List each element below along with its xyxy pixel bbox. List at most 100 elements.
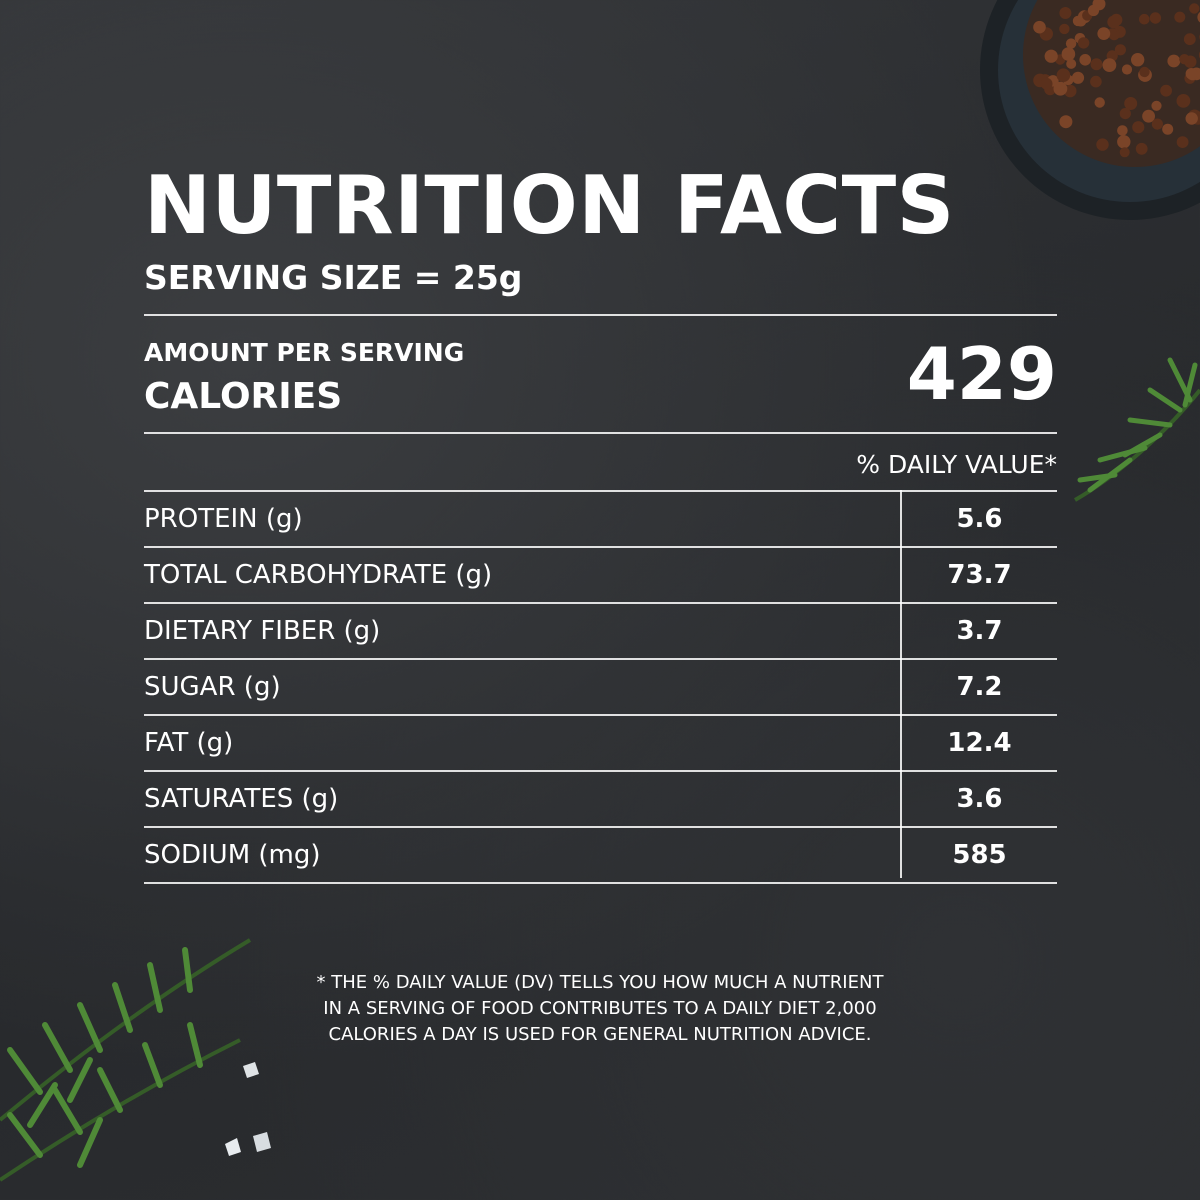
nutrient-value: 12.4 <box>947 728 1012 758</box>
peppercorn <box>1039 27 1053 41</box>
nutrient-value: 585 <box>952 840 1007 870</box>
calories-value: 429 <box>906 332 1057 416</box>
peppercorn <box>1190 67 1200 81</box>
nutrient-value: 3.6 <box>956 784 1003 814</box>
nutrient-row: PROTEIN (g) 5.6 <box>144 490 1057 546</box>
peppercorn <box>1092 0 1106 11</box>
peppercorn <box>1139 66 1150 78</box>
peppercorn <box>1056 68 1071 82</box>
peppercorn <box>1184 55 1197 68</box>
peppercorn <box>1107 15 1121 29</box>
peppercorn <box>1187 109 1200 123</box>
peppercorn <box>1079 54 1091 66</box>
peppercorn <box>1179 54 1190 65</box>
peppercorn <box>1059 7 1072 19</box>
peppercorn <box>1139 13 1150 25</box>
peppercorn <box>1074 33 1086 44</box>
peppercorn <box>1149 12 1162 24</box>
peppercorn <box>1132 121 1145 134</box>
peppercorn <box>1061 47 1076 61</box>
peppercorn <box>1117 125 1128 136</box>
nutrient-row: SATURATES (g) 3.6 <box>144 770 1057 826</box>
nutrient-row: TOTAL CARBOHYDRATE (g) 73.7 <box>144 546 1057 602</box>
footnote: * THE % DAILY VALUE (DV) TELLS YOU HOW M… <box>250 970 950 1048</box>
peppercorn <box>1135 142 1148 155</box>
nutrient-table: PROTEIN (g) 5.6 TOTAL CARBOHYDRATE (g) 7… <box>144 490 1057 884</box>
peppercorn <box>1114 44 1126 56</box>
peppercorn <box>1096 138 1109 151</box>
peppercorn <box>1185 68 1197 80</box>
nutrient-label: PROTEIN (g) <box>144 504 303 534</box>
peppercorn <box>1176 136 1189 149</box>
nutrient-row: FAT (g) 12.4 <box>144 714 1057 770</box>
nutrient-value: 5.6 <box>956 504 1003 534</box>
peppercorn <box>1063 84 1077 98</box>
peppercorn <box>1044 49 1058 63</box>
peppercorn <box>1108 28 1120 41</box>
peppercorn <box>1151 118 1163 130</box>
peppercorn <box>1094 97 1105 108</box>
peppercorn <box>1097 27 1111 40</box>
peppercorn <box>1174 11 1186 23</box>
peppercorn-bowl-image <box>980 0 1200 220</box>
peppercorn <box>1176 94 1191 108</box>
peppercorn <box>1121 64 1133 75</box>
peppercorn <box>1063 74 1074 86</box>
peppercorn <box>1106 50 1118 62</box>
peppercorn <box>1093 0 1103 2</box>
peppercorn <box>1066 58 1077 69</box>
nutrient-value: 73.7 <box>947 560 1012 590</box>
peppercorn <box>1186 68 1199 81</box>
peppercorn <box>1077 10 1091 24</box>
peppercorn <box>1038 74 1052 87</box>
rosemary-sprig-right-image <box>1074 357 1200 502</box>
daily-value-header: % DAILY VALUE* <box>856 450 1057 479</box>
peppercorn <box>1113 25 1126 38</box>
peppercorn <box>1160 84 1172 97</box>
nutrient-label: SUGAR (g) <box>144 672 281 702</box>
peppercorn <box>1077 37 1090 49</box>
peppercorn <box>1142 109 1155 123</box>
peppercorn <box>1059 115 1073 129</box>
peppercorn <box>1183 33 1196 46</box>
nutrient-row: SUGAR (g) 7.2 <box>144 658 1057 714</box>
footnote-line: IN A SERVING OF FOOD CONTRIBUTES TO A DA… <box>323 998 877 1019</box>
peppercorn <box>1033 20 1046 34</box>
peppercorn <box>1033 73 1047 88</box>
peppercorn <box>1090 75 1102 88</box>
divider <box>144 432 1057 434</box>
peppercorn <box>1110 13 1123 26</box>
footnote-line: CALORIES A DAY IS USED FOR GENERAL NUTRI… <box>328 1024 872 1045</box>
peppercorn <box>1117 135 1131 149</box>
nutrient-label: FAT (g) <box>144 728 234 758</box>
nutrient-label: SODIUM (mg) <box>144 840 321 870</box>
serving-size: SERVING SIZE = 25g <box>144 258 523 297</box>
nutrient-value: 3.7 <box>956 616 1003 646</box>
peppercorn <box>1075 15 1087 27</box>
peppercorn <box>1106 28 1118 39</box>
nutrient-label: TOTAL CARBOHYDRATE (g) <box>144 560 493 590</box>
peppercorn <box>1087 4 1100 17</box>
peppercorn <box>1151 100 1162 111</box>
peppercorn <box>1138 68 1152 82</box>
peppercorn <box>1047 75 1059 87</box>
peppercorn <box>1044 83 1056 96</box>
peppercorn <box>1162 123 1174 135</box>
peppercorn <box>1065 38 1077 49</box>
peppercorn <box>1184 72 1196 84</box>
peppercorn <box>1071 71 1085 84</box>
footnote-line: * THE % DAILY VALUE (DV) TELLS YOU HOW M… <box>316 972 884 993</box>
peppercorn <box>1185 112 1198 125</box>
column-divider <box>900 490 902 878</box>
peppercorn <box>1189 3 1200 14</box>
peppercorn <box>1191 111 1200 125</box>
peppercorn <box>1119 147 1130 158</box>
peppercorn <box>1090 58 1103 71</box>
peppercorn <box>1055 54 1066 65</box>
nutrient-row: SODIUM (mg) 585 <box>144 826 1057 884</box>
peppercorn <box>1053 81 1068 96</box>
peppercorn <box>1059 23 1070 35</box>
peppercorn <box>1082 10 1093 21</box>
page-title: NUTRITION FACTS <box>144 159 955 252</box>
peppercorn <box>1119 108 1131 120</box>
